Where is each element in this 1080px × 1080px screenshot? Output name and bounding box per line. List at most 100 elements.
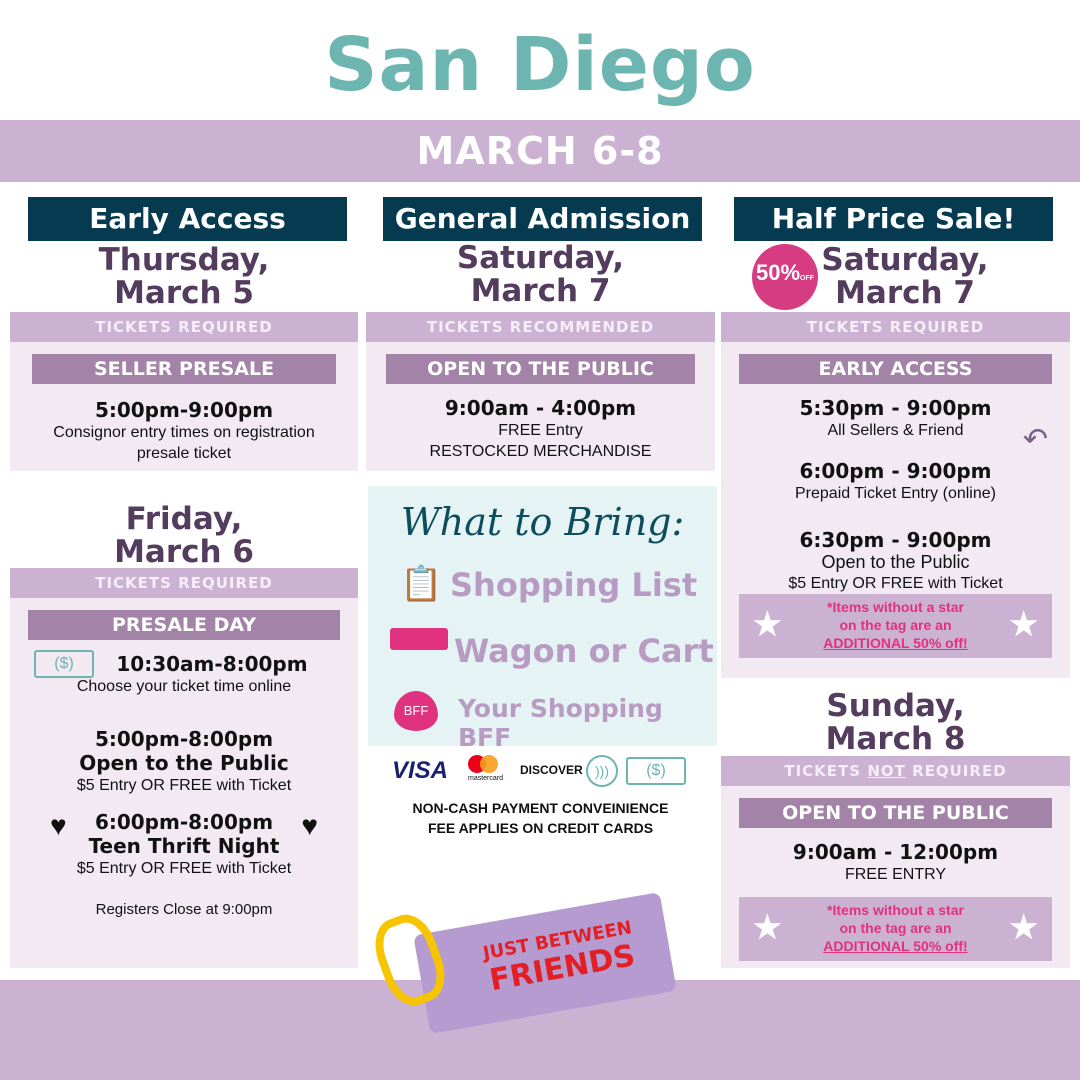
description: Consignor entry times on registration — [53, 424, 315, 441]
star-note: ★ ★ *Items without a star on the tag are… — [739, 897, 1052, 961]
star-icon: ★ — [753, 909, 782, 945]
time: 9:00am - 12:00pm — [792, 840, 999, 864]
badge-off: OFF — [800, 275, 815, 282]
seller-presale-label: SELLER PRESALE — [32, 354, 336, 384]
what-to-bring-title: What to Bring: — [400, 500, 685, 544]
half-price-header: Half Price Sale! — [734, 197, 1053, 241]
description: Open to the Public — [821, 552, 970, 572]
description: $5 Entry OR FREE with Ticket — [76, 777, 292, 794]
description: Prepaid Ticket Entry (online) — [795, 485, 996, 502]
description: Choose your ticket time online — [76, 678, 292, 695]
description: FREE Entry — [498, 422, 583, 439]
note-line: ADDITIONAL 50% off! — [823, 635, 968, 651]
time: 10:30am-8:00pm — [116, 652, 308, 676]
date-label: March 7 — [835, 275, 975, 311]
tickets-not-required-label: TICKETS NOT REQUIRED — [721, 756, 1070, 786]
date-label: March 5 — [114, 275, 254, 311]
saturday-panel: OPEN TO THE PUBLIC 9:00am - 4:00pm FREE … — [366, 342, 715, 471]
early-access-label: EARLY ACCESS — [739, 354, 1052, 384]
general-admission-header: General Admission — [383, 197, 702, 241]
fee-line: FEE APPLIES ON CREDIT CARDS — [427, 820, 654, 836]
time: 5:00pm-9:00pm — [94, 398, 274, 422]
description: presale ticket — [136, 445, 232, 462]
registers-close-note: Registers Close at 9:00pm — [95, 901, 273, 918]
saturday-heading: Saturday, March 7 — [366, 242, 715, 308]
dates-banner: MARCH 6-8 — [0, 120, 1080, 182]
note-line: on the tag are an — [839, 617, 952, 633]
date-label: March 6 — [114, 534, 254, 570]
saturday-heading: Saturday, March 7 — [800, 244, 1010, 310]
page-title: San Diego — [324, 22, 756, 108]
friday-heading: Friday, March 6 — [10, 503, 358, 569]
note-line: on the tag are an — [839, 920, 952, 936]
time: 6:30pm - 9:00pm — [799, 528, 992, 552]
tickets-text: TICKETS — [784, 762, 868, 780]
date-label: March 7 — [470, 273, 611, 309]
fifty-percent-off-badge: 50%OFF — [752, 244, 818, 310]
description: FREE ENTRY — [844, 866, 947, 883]
half-price-panel: EARLY ACCESS 5:30pm - 9:00pm All Sellers… — [721, 342, 1070, 678]
day-label: Saturday, — [821, 242, 989, 278]
note-line: *Items without a star — [827, 902, 964, 918]
star-icon: ★ — [753, 606, 782, 642]
tickets-required-label: TICKETS REQUIRED — [721, 312, 1070, 342]
description: $5 Entry OR FREE with Ticket — [788, 575, 1003, 592]
checklist-icon: 📋 — [400, 565, 443, 603]
hanger-heart-icon: ♥ — [301, 810, 318, 841]
day-label: Saturday, — [456, 240, 625, 276]
cash-icon: ($) — [626, 757, 686, 785]
date-label: March 8 — [825, 721, 966, 757]
time: 9:00am - 4:00pm — [444, 396, 637, 420]
fee-notice: NON-CASH PAYMENT CONVEINIENCE FEE APPLIES… — [366, 798, 715, 838]
description: RESTOCKED MERCHANDISE — [429, 443, 652, 460]
fee-line: NON-CASH PAYMENT CONVEINIENCE — [412, 800, 669, 816]
bring-item: Wagon or Cart — [454, 632, 714, 670]
time: 6:00pm-8:00pm — [94, 810, 274, 834]
bff-heart-icon: BFF — [394, 691, 438, 731]
time: 5:30pm - 9:00pm — [799, 396, 992, 420]
description: All Sellers & Friend — [827, 422, 964, 439]
time: 5:00pm-8:00pm — [94, 727, 274, 751]
early-access-header: Early Access — [28, 197, 347, 241]
star-icon: ★ — [1009, 909, 1038, 945]
time-subtitle: Teen Thrift Night — [88, 834, 280, 858]
star-note: ★ ★ *Items without a star on the tag are… — [739, 594, 1052, 658]
just-between-friends-logo: JUST BETWEEN FRIENDS — [366, 892, 680, 1034]
day-label: Sunday, — [826, 688, 965, 724]
sunday-panel: OPEN TO THE PUBLIC 9:00am - 12:00pm FREE… — [721, 786, 1070, 968]
what-to-bring-box: What to Bring: 📋 Shopping List Wagon or … — [368, 486, 717, 752]
payment-methods: VISA mastercard DISCOVER ))) ($) — [390, 755, 690, 787]
bring-item: Shopping List — [450, 566, 698, 604]
time-subtitle: Open to the Public — [79, 751, 289, 775]
thursday-heading: Thursday, March 5 — [10, 244, 358, 310]
note-line: *Items without a star — [827, 599, 964, 615]
open-to-public-label: OPEN TO THE PUBLIC — [739, 798, 1052, 828]
tickets-text: REQUIRED — [905, 762, 1007, 780]
curly-arrow-icon: ↶ — [1022, 423, 1048, 456]
presale-day-label: PRESALE DAY — [28, 610, 340, 640]
mastercard-label: mastercard — [468, 775, 504, 782]
day-label: Friday, — [125, 501, 243, 537]
hanger-heart-icon: ♥ — [50, 810, 67, 841]
discover-icon: DISCOVER — [520, 763, 583, 777]
bring-item: Your Shopping BFF — [458, 694, 663, 752]
visa-icon: VISA — [392, 757, 449, 784]
not-text: NOT — [867, 762, 906, 780]
star-icon: ★ — [1009, 606, 1038, 642]
contactless-icon: ))) — [586, 755, 618, 787]
time: 6:00pm - 9:00pm — [799, 459, 992, 483]
tickets-recommended-label: TICKETS RECOMMENDED — [366, 312, 715, 342]
tickets-required-label: TICKETS REQUIRED — [10, 312, 358, 342]
wagon-icon — [390, 628, 448, 650]
day-label: Thursday, — [98, 242, 270, 278]
friday-panel: PRESALE DAY ($) 10:30am-8:00pm Choose yo… — [10, 598, 358, 968]
badge-percent: 50% — [755, 260, 801, 285]
note-line: ADDITIONAL 50% off! — [823, 938, 968, 954]
sunday-heading: Sunday, March 8 — [721, 690, 1070, 756]
cash-icon: ($) — [34, 650, 94, 678]
mastercard-icon-circle — [480, 755, 498, 773]
thursday-panel: SELLER PRESALE 5:00pm-9:00pm Consignor e… — [10, 342, 358, 471]
open-to-public-label: OPEN TO THE PUBLIC — [386, 354, 695, 384]
description: $5 Entry OR FREE with Ticket — [76, 860, 292, 877]
tickets-required-label: TICKETS REQUIRED — [10, 568, 358, 598]
